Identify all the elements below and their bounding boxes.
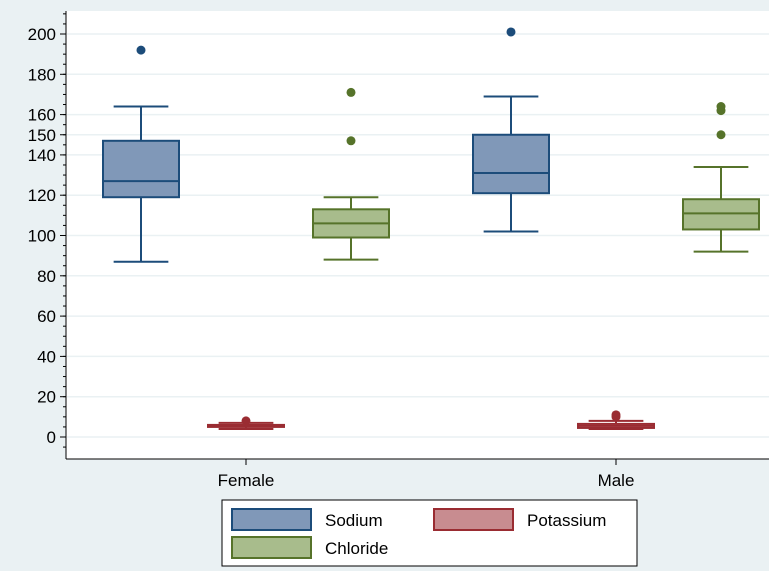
y-tick-label: 40 bbox=[37, 347, 56, 366]
legend-swatch-chloride bbox=[231, 536, 312, 559]
y-tick-label: 20 bbox=[37, 388, 56, 407]
box-iqr bbox=[472, 133, 550, 195]
legend-swatch-potassium bbox=[433, 508, 514, 531]
box-chloride-female bbox=[312, 87, 390, 261]
box-potassium-male bbox=[577, 410, 655, 430]
y-tick-label: 60 bbox=[37, 307, 56, 326]
y-tick-label: 160 bbox=[28, 106, 56, 125]
outlier-point bbox=[136, 45, 146, 55]
y-tick-label: 80 bbox=[37, 267, 56, 286]
x-tick-label: Male bbox=[598, 471, 635, 490]
box-iqr bbox=[682, 198, 760, 231]
box-potassium-female bbox=[207, 416, 285, 430]
legend-swatch-sodium bbox=[231, 508, 312, 531]
y-tick-label: 120 bbox=[28, 186, 56, 205]
grid-lines bbox=[67, 33, 769, 438]
outlier-point bbox=[506, 27, 516, 37]
box-sodium-female bbox=[102, 45, 180, 263]
legend-label-potassium: Potassium bbox=[527, 511, 606, 530]
outlier-point bbox=[716, 130, 726, 140]
x-axis: Female Male bbox=[66, 458, 769, 490]
y-tick-label: 180 bbox=[28, 65, 56, 84]
legend-label-sodium: Sodium bbox=[325, 511, 383, 530]
legend: Sodium Potassium Chloride bbox=[221, 499, 638, 567]
outlier-point bbox=[716, 102, 726, 112]
box-iqr bbox=[102, 139, 180, 199]
y-tick-label: 150 bbox=[28, 126, 56, 145]
box-chloride-male bbox=[682, 102, 760, 253]
box-sodium-male bbox=[472, 27, 550, 233]
outlier-point bbox=[346, 87, 356, 97]
outlier-point bbox=[346, 136, 356, 146]
y-tick-label: 100 bbox=[28, 227, 56, 246]
y-tick-label: 200 bbox=[28, 25, 56, 44]
x-tick-label: Female bbox=[218, 471, 275, 490]
y-tick-label: 140 bbox=[28, 146, 56, 165]
y-tick-label: 0 bbox=[47, 428, 56, 447]
legend-label-chloride: Chloride bbox=[325, 539, 388, 558]
boxes bbox=[102, 27, 760, 430]
outlier-point bbox=[611, 410, 621, 420]
outlier-point bbox=[241, 416, 251, 426]
